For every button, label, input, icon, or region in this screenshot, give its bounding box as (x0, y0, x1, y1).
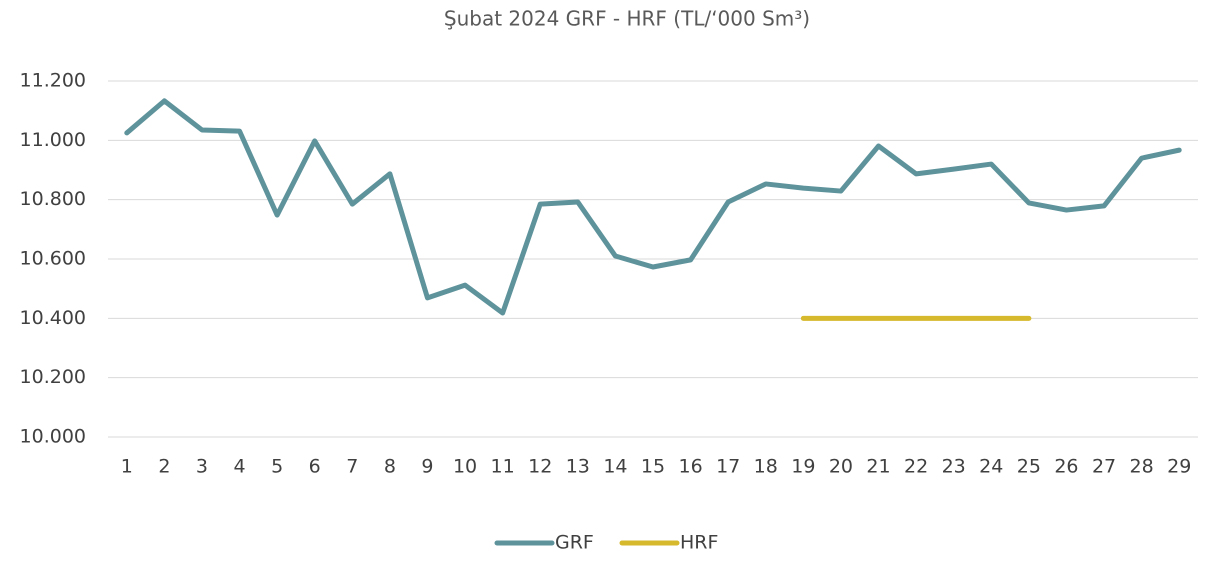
x-tick-label: 7 (346, 456, 358, 478)
x-tick-label: 19 (791, 456, 815, 478)
chart-title: Şubat 2024 GRF - HRF (TL/‘000 Sm³) (444, 7, 810, 31)
x-tick-label: 28 (1130, 456, 1154, 478)
x-tick-label: 6 (309, 456, 321, 478)
x-tick-label: 22 (904, 456, 928, 478)
y-tick-label: 10.000 (20, 426, 86, 448)
y-tick-label: 10.400 (20, 307, 86, 329)
x-tick-label: 21 (866, 456, 890, 478)
x-tick-label: 3 (196, 456, 208, 478)
x-tick-label: 1 (121, 456, 133, 478)
y-tick-label: 10.800 (20, 188, 86, 210)
y-tick-label: 10.600 (20, 248, 86, 270)
x-tick-label: 8 (384, 456, 396, 478)
y-tick-label: 11.200 (20, 70, 86, 92)
x-tick-label: 13 (566, 456, 590, 478)
x-tick-label: 10 (453, 456, 477, 478)
series-line (124, 98, 1182, 316)
legend-label: HRF (680, 532, 718, 554)
x-tick-label: 17 (716, 456, 740, 478)
x-tick-label: 5 (271, 456, 283, 478)
legend-label: GRF (555, 532, 594, 554)
x-tick-label: 27 (1092, 456, 1116, 478)
x-tick-label: 23 (942, 456, 966, 478)
x-tick-label: 12 (528, 456, 552, 478)
y-tick-label: 11.000 (20, 129, 86, 151)
x-tick-label: 20 (829, 456, 853, 478)
x-tick-label: 15 (641, 456, 665, 478)
x-tick-label: 9 (421, 456, 433, 478)
x-tick-label: 4 (234, 456, 246, 478)
x-tick-label: 16 (678, 456, 702, 478)
x-tick-label: 24 (979, 456, 1003, 478)
x-tick-label: 26 (1054, 456, 1078, 478)
x-tick-label: 11 (491, 456, 515, 478)
x-tick-label: 18 (754, 456, 778, 478)
x-tick-label: 2 (158, 456, 170, 478)
y-tick-label: 10.200 (20, 366, 86, 388)
x-tick-label: 14 (603, 456, 627, 478)
x-tick-label: 29 (1167, 456, 1191, 478)
x-tick-label: 25 (1017, 456, 1041, 478)
